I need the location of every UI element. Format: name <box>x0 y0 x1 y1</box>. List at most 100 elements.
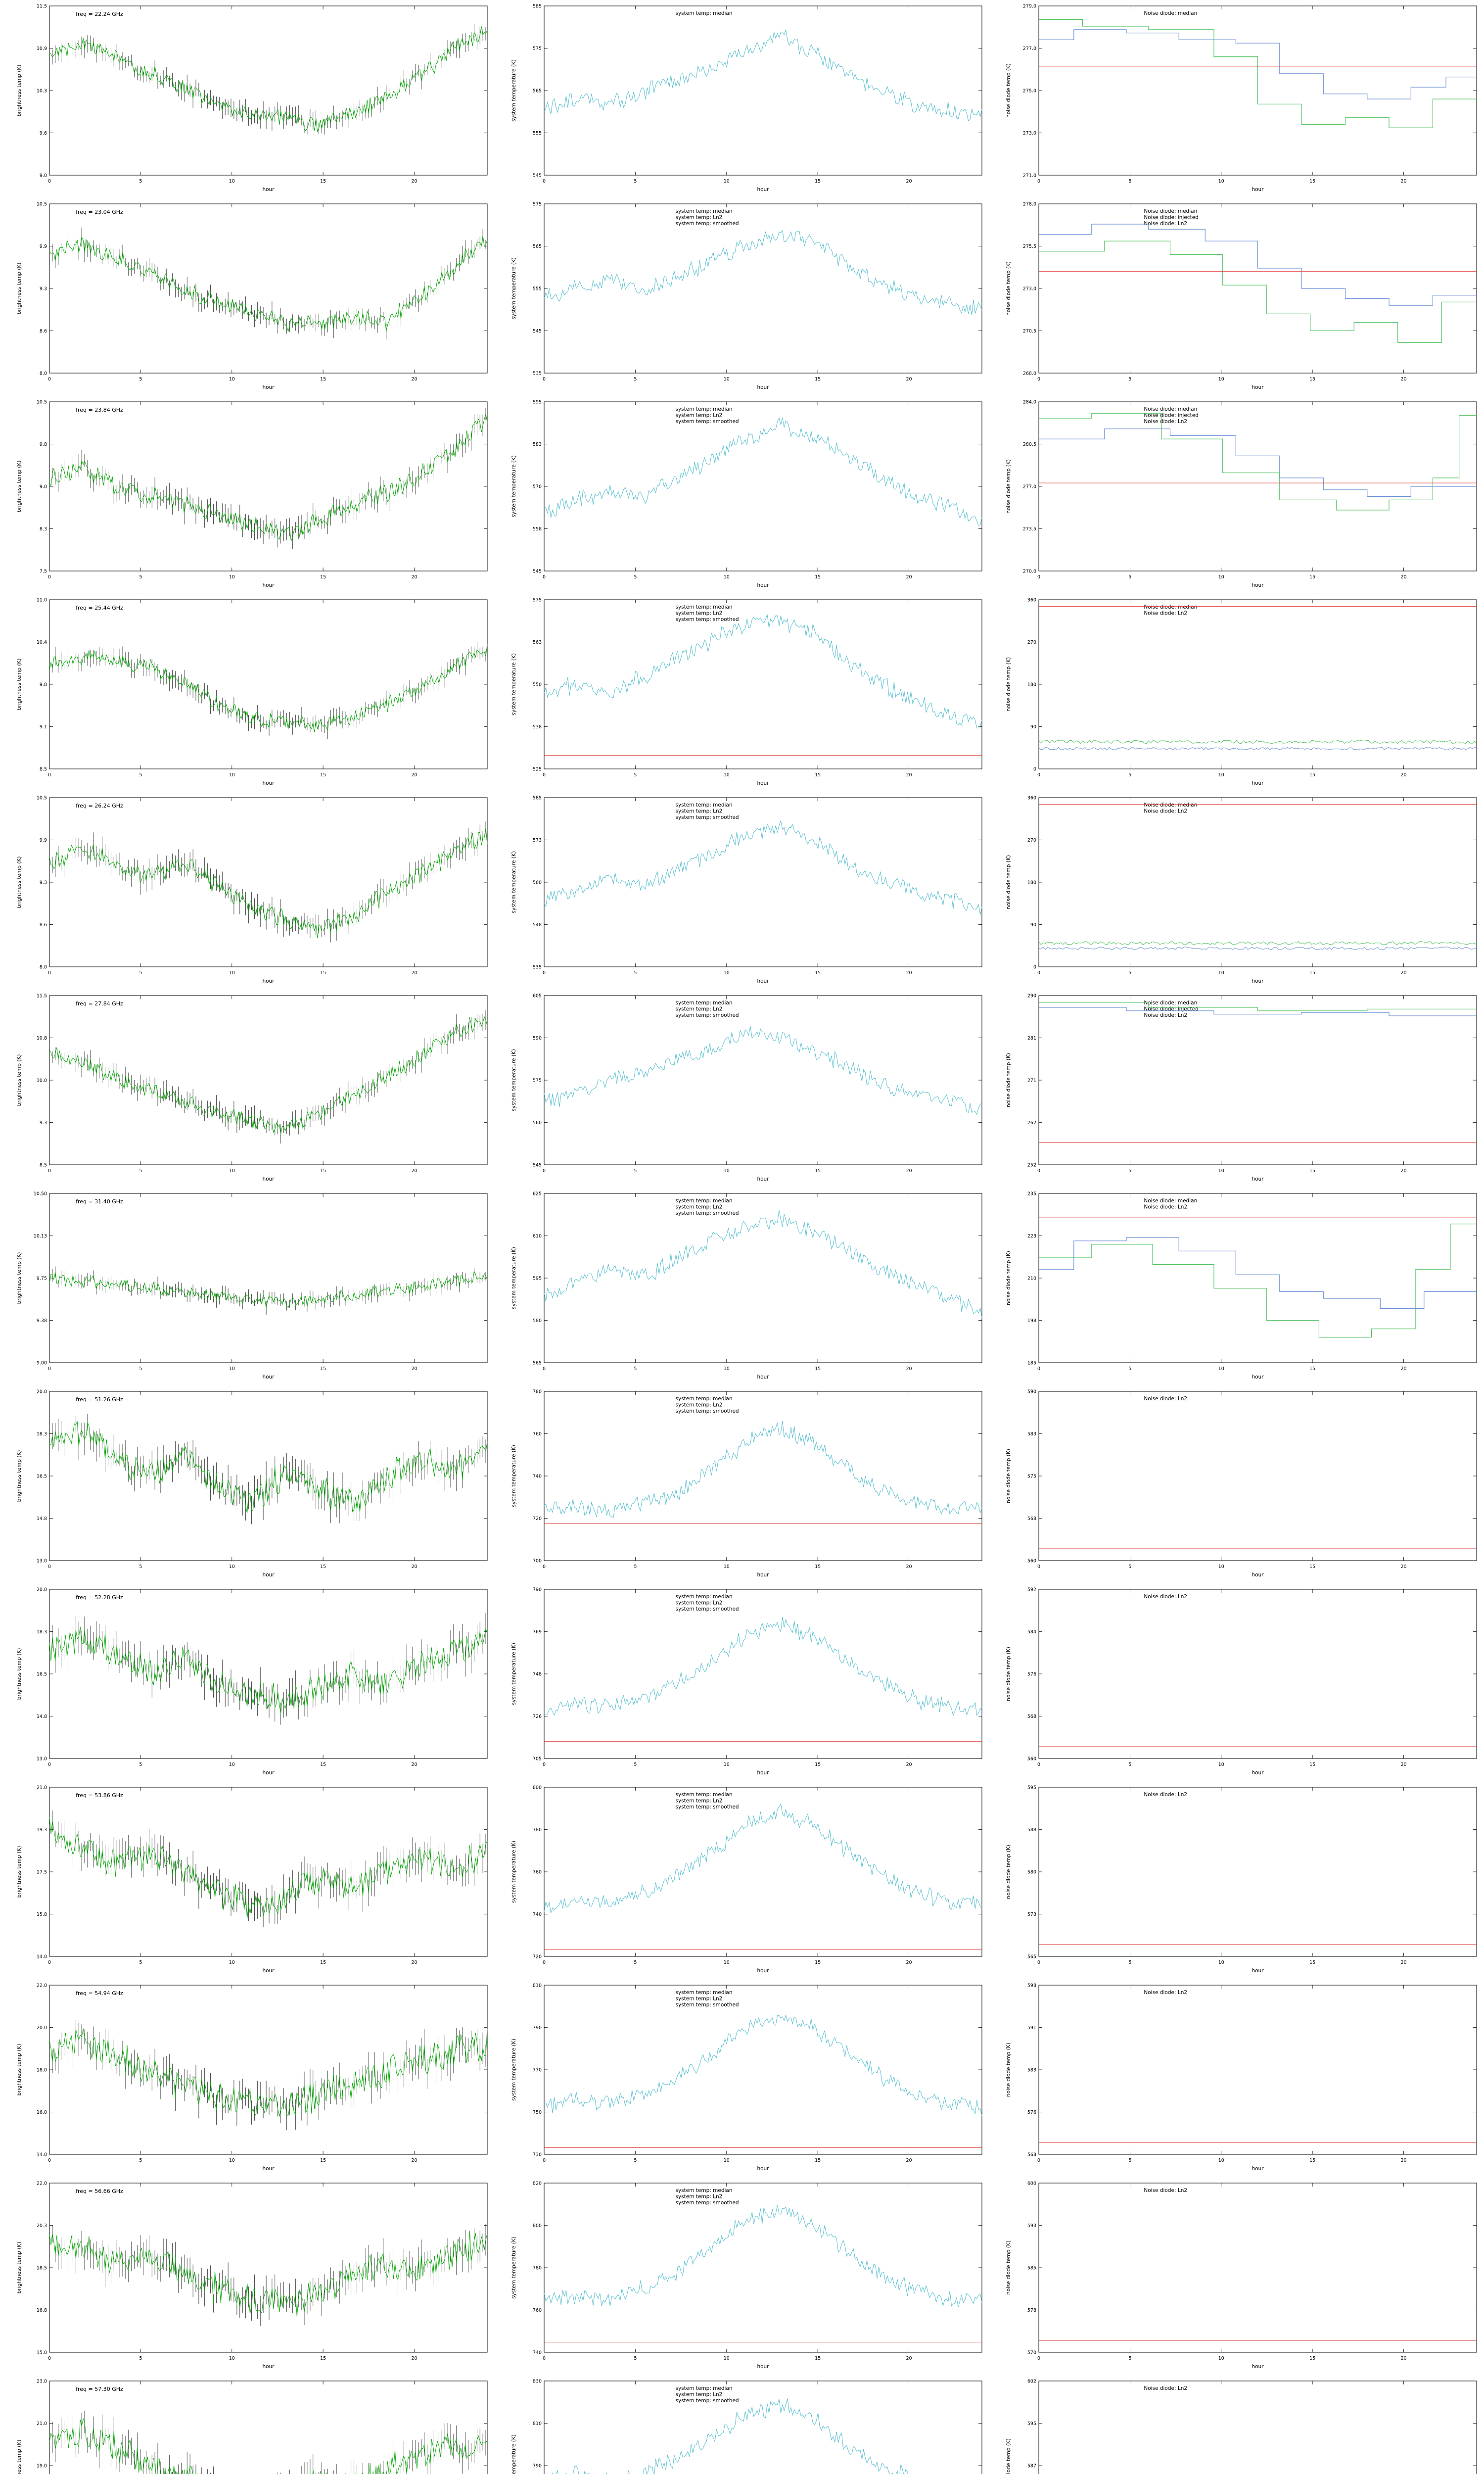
y-axis-title: brightness temp (K) <box>16 65 22 117</box>
freq-label: freq = 53.86 GHz <box>76 1792 123 1799</box>
plot-panel-row12-col2: 0 5 10 15 20 740 760 780 800 820 hour system temper… <box>511 2181 982 2370</box>
y-tick-label: 17.5 <box>37 1870 47 1875</box>
x-tick-label: 20 <box>411 1168 417 1174</box>
x-axis-title: hour <box>1252 780 1264 786</box>
x-tick-label: 15 <box>815 574 821 580</box>
y-tick-label: 8.0 <box>40 371 47 377</box>
x-axis-title: hour <box>262 1770 275 1776</box>
legend-entry: Noise diode: Ln2 <box>1144 611 1187 617</box>
y-tick-label: 20.0 <box>37 1389 47 1395</box>
legend-entry: Noise diode: Ln2 <box>1144 1594 1187 1600</box>
y-tick-label: 740 <box>533 1912 542 1917</box>
plot-frame <box>49 1193 488 1363</box>
y-tick-label: 587 <box>1027 2464 1036 2469</box>
x-tick-label: 15 <box>815 179 821 184</box>
x-tick-label: 5 <box>634 1168 637 1174</box>
x-tick-label: 15 <box>1309 179 1315 184</box>
freq-label: freq = 22.24 GHz <box>76 11 123 17</box>
x-tick-label: 0 <box>1037 2158 1040 2163</box>
x-tick-label: 0 <box>1037 1960 1040 1965</box>
step-curve <box>1039 240 1477 343</box>
x-axis-title: hour <box>1252 978 1264 984</box>
y-tick-label: 16.0 <box>37 2110 47 2115</box>
x-tick-label: 0 <box>1037 1168 1040 1174</box>
y-tick-label: 576 <box>1027 2110 1036 2115</box>
y-axis-title: noise diode temp (K) <box>1006 855 1012 909</box>
legend-entry: system temp: median <box>676 802 733 808</box>
y-axis-title: brightness temp (K) <box>16 2044 22 2096</box>
x-tick-label: 10 <box>229 1762 235 1767</box>
x-axis-title: hour <box>1252 1572 1264 1578</box>
legend-entry: system temp: Ln2 <box>676 1006 723 1012</box>
legend-entry: system temp: median <box>676 2188 733 2193</box>
y-tick-label: 575 <box>533 1078 542 1084</box>
x-tick-label: 20 <box>906 2356 912 2361</box>
legend-entry: Noise diode: Ln2 <box>1144 2385 1187 2391</box>
x-tick-label: 5 <box>1128 574 1131 580</box>
x-tick-label: 20 <box>411 970 417 976</box>
y-tick-label: 9.1 <box>40 724 47 730</box>
x-tick-label: 5 <box>634 2356 637 2361</box>
plot-frame <box>1038 1985 1477 2155</box>
y-tick-label: 769 <box>533 1629 542 1635</box>
y-tick-label: 9.00 <box>37 1361 47 1366</box>
x-tick-label: 10 <box>724 1564 730 1570</box>
y-axis-title: noise diode temp (K) <box>1006 459 1012 514</box>
x-tick-label: 15 <box>1309 970 1315 976</box>
legend-entry: system temp: Ln2 <box>676 809 723 814</box>
x-tick-label: 10 <box>229 377 235 382</box>
x-tick-label: 10 <box>229 574 235 580</box>
x-tick-label: 15 <box>815 2356 821 2361</box>
data-curve <box>544 1210 982 1318</box>
y-tick-label: 810 <box>533 1983 542 1989</box>
y-tick-label: 10.8 <box>37 1036 47 1041</box>
x-axis-title: hour <box>757 384 769 390</box>
plot-panel-row6-col2: 0 5 10 15 20 545 560 575 590 605 hour system temper… <box>511 994 982 1182</box>
y-tick-label: 19.0 <box>37 2464 47 2469</box>
x-tick-label: 10 <box>229 970 235 976</box>
legend-entry: Noise diode: median <box>1144 1000 1197 1006</box>
y-tick-label: 235 <box>1027 1191 1036 1197</box>
plot-panel-row7-col3: 0 5 10 15 20 185 198 210 223 235 hour noise diode t… <box>1006 1191 1477 1380</box>
x-tick-label: 0 <box>48 1168 51 1174</box>
plot-frame <box>49 1985 488 2155</box>
x-tick-label: 10 <box>1218 574 1224 580</box>
data-curve <box>49 414 488 542</box>
x-tick-label: 20 <box>1400 1960 1406 1965</box>
x-tick-label: 0 <box>48 2356 51 2361</box>
y-tick-label: 605 <box>533 994 542 999</box>
y-tick-label: 800 <box>533 1785 542 1791</box>
y-tick-label: 271.0 <box>1023 173 1036 179</box>
y-tick-label: 565 <box>533 89 542 94</box>
x-tick-label: 15 <box>320 574 326 580</box>
legend-entry: system temp: Ln2 <box>676 2194 723 2200</box>
y-axis-title: noise diode temp (K) <box>1006 261 1012 316</box>
y-tick-label: 11.5 <box>37 4 47 9</box>
x-tick-label: 15 <box>1309 574 1315 580</box>
plot-panel-row10-col3: 0 5 10 15 20 565 573 580 588 595 hour noise diode t… <box>1006 1785 1477 1974</box>
plot-panel-row8-col2: 0 5 10 15 20 700 720 740 760 780 hour system temper… <box>511 1389 982 1578</box>
plot-frame <box>1038 599 1477 769</box>
y-tick-label: 9.9 <box>40 244 47 249</box>
x-axis-title: hour <box>262 2166 275 2172</box>
y-axis-title: system temperature (K) <box>511 2236 517 2299</box>
x-tick-label: 0 <box>543 2356 546 2361</box>
y-tick-label: 545 <box>533 173 542 179</box>
y-tick-label: 10.5 <box>37 202 47 207</box>
y-tick-label: 275.5 <box>1023 244 1036 249</box>
x-tick-label: 5 <box>1128 970 1131 976</box>
x-axis-title: hour <box>757 582 769 588</box>
freq-label: freq = 23.84 GHz <box>76 407 123 413</box>
y-axis-title: brightness temp (K) <box>16 1648 22 1700</box>
y-tick-label: 600 <box>1027 2181 1036 2187</box>
legend-entry: Noise diode: Ln2 <box>1144 1204 1187 1210</box>
y-axis-title: noise diode temp (K) <box>1006 1647 1012 1701</box>
plot-frame <box>544 1193 982 1363</box>
y-axis-title: system temperature (K) <box>511 2434 517 2474</box>
legend-entry: system temp: median <box>676 406 733 412</box>
legend-entry: Noise diode: Ln2 <box>1144 2188 1187 2193</box>
y-axis-title: system temperature (K) <box>511 1841 517 1903</box>
x-axis-title: hour <box>262 1176 275 1182</box>
data-curve <box>544 1617 982 1716</box>
x-tick-label: 10 <box>1218 970 1224 976</box>
